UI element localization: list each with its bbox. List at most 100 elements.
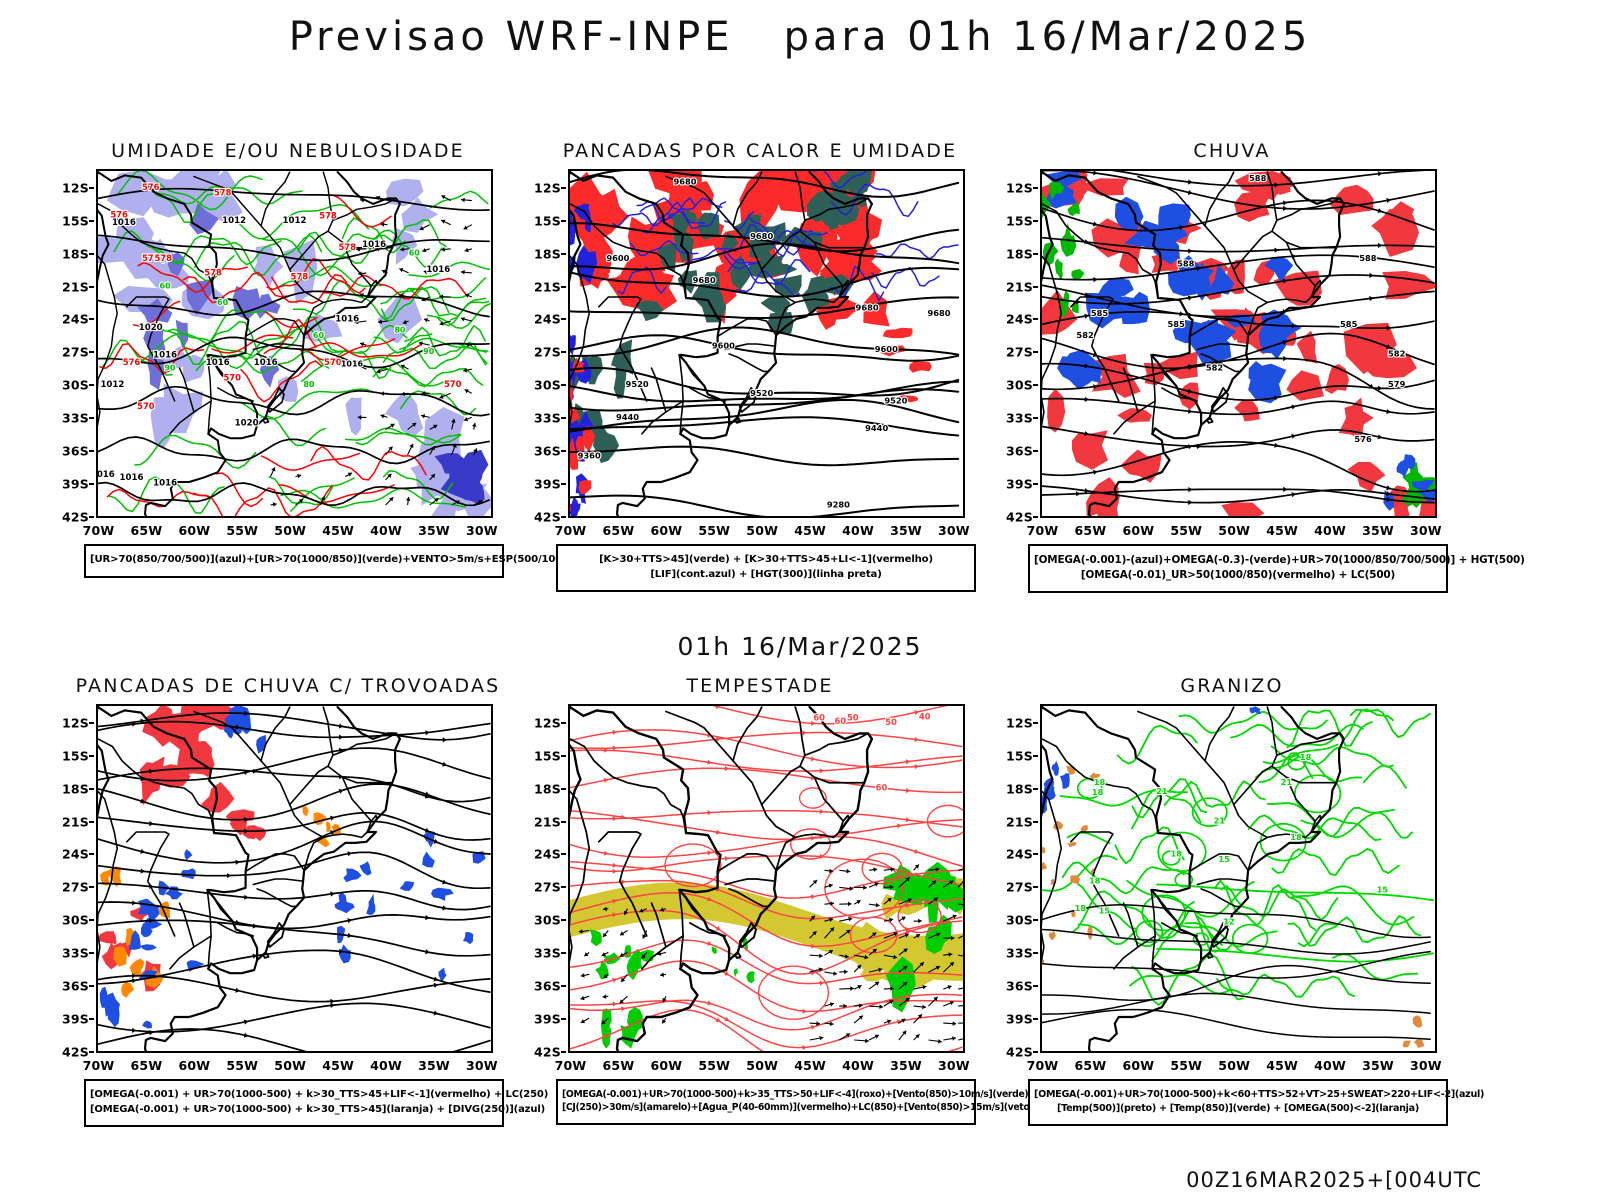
legend-box-umidade-nebulosidade: [UR>70(850/700/500)](azul)+[UR>70(1000/8… [84, 544, 574, 578]
y-tick-mark [89, 820, 94, 823]
legend-line: [OMEGA(-0.001)+UR>70(1000-500)+k<60+TTS>… [1034, 1089, 1485, 1100]
y-tick-mark [561, 984, 566, 987]
y-tick-mark [89, 515, 94, 518]
svg-text:578: 578 [204, 267, 222, 277]
map-frame: 40 50 50 60 60 60 [568, 704, 965, 1053]
y-tick-mark [89, 219, 94, 222]
svg-text:21: 21 [1156, 786, 1168, 796]
legend-line: [CJ(250)>30m/s](amarelo)+[Agua_P(40-60mm… [562, 1102, 1038, 1114]
y-tick-mark [561, 515, 566, 518]
y-axis-umidade-nebulosidade: 12S 15S 18S 21S 24S 27S 30S 33S 36S 39S 42S [58, 169, 94, 524]
svg-text:578: 578 [291, 272, 309, 282]
legend-box-tempestade: [OMEGA(-0.001)+UR>70(1000-500)+k>35_TTS>… [556, 1079, 1038, 1125]
y-tick-mark [561, 285, 566, 288]
x-tick-label: 40W [842, 1058, 874, 1073]
svg-text:50: 50 [847, 713, 859, 723]
y-tick-mark [1033, 482, 1038, 485]
y-axis-chuva: 12S 15S 18S 21S 24S 27S 30S 33S 36S 39S 42S [1002, 169, 1038, 524]
panel-pancadas-chuva-trovoadas: PANCADAS DE CHUVA C/ TROVOADAS 12S 15S 18S 2… [58, 675, 548, 1155]
y-tick-mark [561, 787, 566, 790]
map-area-chuva[interactable]: 588 588 588 585 585 582 582 579 585 582 576 [1040, 169, 1437, 518]
y-tick-label: 15S [534, 213, 561, 229]
svg-text:582: 582 [1388, 348, 1406, 358]
svg-text:576: 576 [142, 182, 160, 192]
svg-text:90: 90 [423, 347, 435, 356]
svg-text:9520: 9520 [884, 396, 907, 406]
svg-text:582: 582 [1206, 363, 1224, 373]
map-frame: 18 18 21 21 21 18 18 18 15 18 18 15 15 12 [1040, 704, 1437, 1053]
y-axis-pancadas-calor-umidade: 12S 15S 18S 21S 24S 27S 30S 33S 36S 39S 42S [530, 169, 566, 524]
y-tick-label: 39S [534, 1011, 561, 1027]
map-area-pancadas-chuva-trovoadas[interactable] [96, 704, 493, 1053]
svg-text:1020: 1020 [235, 418, 259, 428]
x-tick-label: 40W [842, 523, 874, 538]
map-area-pancadas-calor-umidade[interactable]: 9680 9680 9680 9680 9600 9600 9600 9520 9520 9520… [568, 169, 965, 518]
y-tick-label: 24S [62, 311, 89, 327]
panel-title-tempestade: TEMPESTADE [686, 675, 834, 697]
legend-line: [Temp(500)](preto) + [Temp(850)](verde) … [1057, 1102, 1419, 1114]
svg-text:9440: 9440 [865, 423, 888, 433]
y-tick-mark [89, 285, 94, 288]
x-axis-chuva: 70W 65W 60W 55W 50W 45W 40W 35W 30W [1027, 519, 1442, 541]
y-tick-mark [561, 318, 566, 321]
x-tick-label: 45W [322, 523, 355, 538]
x-tick-label: 70W [82, 1058, 115, 1073]
svg-text:578: 578 [214, 187, 232, 197]
y-tick-label: 30S [534, 912, 561, 928]
x-tick-label: 70W [554, 523, 587, 538]
y-tick-mark [89, 754, 94, 757]
y-tick-label: 33S [534, 945, 561, 961]
y-tick-mark [1033, 351, 1038, 354]
panel-granizo: GRANIZO 12S 15S 18S 21S 24S 27S 30S 33S 36S 39S 42S… [1002, 675, 1485, 1155]
y-tick-label: 18S [534, 246, 561, 262]
y-tick-label: 24S [534, 846, 561, 862]
x-tick-label: 55W [698, 523, 731, 538]
x-axis-tempestade: 70W 65W 60W 55W 50W 45W 40W 35W 30W [555, 1054, 970, 1076]
svg-text:9600: 9600 [712, 341, 735, 351]
x-tick-label: 35W [890, 523, 922, 538]
y-tick-label: 21S [1006, 279, 1033, 294]
panel-title-chuva: CHUVA [1193, 140, 1271, 162]
svg-text:21: 21 [1214, 816, 1226, 826]
svg-text:1016: 1016 [254, 358, 278, 368]
svg-text:60: 60 [876, 783, 888, 793]
y-tick-mark [561, 951, 566, 954]
y-tick-label: 33S [1006, 945, 1033, 961]
svg-text:1016: 1016 [153, 479, 177, 489]
map-area-granizo[interactable]: 18 18 21 21 21 18 18 18 15 18 18 15 15 12 [1040, 704, 1437, 1053]
map-area-umidade-nebulosidade[interactable]: 1012 1012 1016 1016 1016 1016 1020 1016 1016 1016… [96, 169, 493, 518]
y-tick-label: 42S [62, 1044, 89, 1059]
legend-line: [OMEGA(-0.001) + UR>70(1000-500) + k>30_… [90, 1103, 546, 1115]
y-tick-label: 12S [62, 180, 89, 196]
x-tick-label: 40W [1314, 523, 1346, 538]
x-tick-label: 30W [1410, 523, 1442, 538]
y-tick-mark [561, 449, 566, 452]
y-tick-mark [561, 219, 566, 222]
y-tick-label: 42S [534, 1044, 561, 1059]
svg-text:1016: 1016 [335, 314, 359, 324]
y-axis-pancadas-chuva-trovoadas: 12S 15S 18S 21S 24S 27S 30S 33S 36S 39S 42S [58, 704, 94, 1059]
svg-text:18: 18 [1094, 777, 1106, 787]
y-tick-mark [89, 186, 94, 189]
y-tick-label: 15S [1006, 748, 1033, 764]
panel-title-umidade-nebulosidade: UMIDADE E/OU NEBULOSIDADE [111, 140, 465, 162]
y-tick-label: 39S [1006, 476, 1033, 492]
y-tick-label: 27S [534, 879, 561, 895]
svg-text:1016: 1016 [426, 265, 450, 275]
y-tick-mark [561, 754, 566, 757]
map-area-tempestade[interactable]: 40 50 50 60 60 60 [568, 704, 965, 1053]
y-tick-label: 21S [534, 279, 561, 294]
panel-tempestade: TEMPESTADE 12S 15S 18S 21S 24S 27S 30S 33S 36S 39S… [530, 675, 1038, 1155]
svg-text:9680: 9680 [927, 308, 950, 318]
x-tick-label: 65W [602, 523, 635, 538]
y-tick-label: 39S [1006, 1011, 1033, 1027]
map-frame: 1012 1012 1016 1016 1016 1016 1020 1016 1016 1016… [96, 169, 493, 518]
y-tick-mark [89, 351, 94, 354]
y-tick-mark [89, 787, 94, 790]
x-tick-label: 35W [1362, 1058, 1394, 1073]
y-tick-label: 27S [1006, 344, 1033, 360]
y-tick-mark [1033, 984, 1038, 987]
y-tick-label: 24S [1006, 311, 1033, 327]
svg-text:576: 576 [110, 209, 128, 219]
y-tick-mark [1033, 787, 1038, 790]
